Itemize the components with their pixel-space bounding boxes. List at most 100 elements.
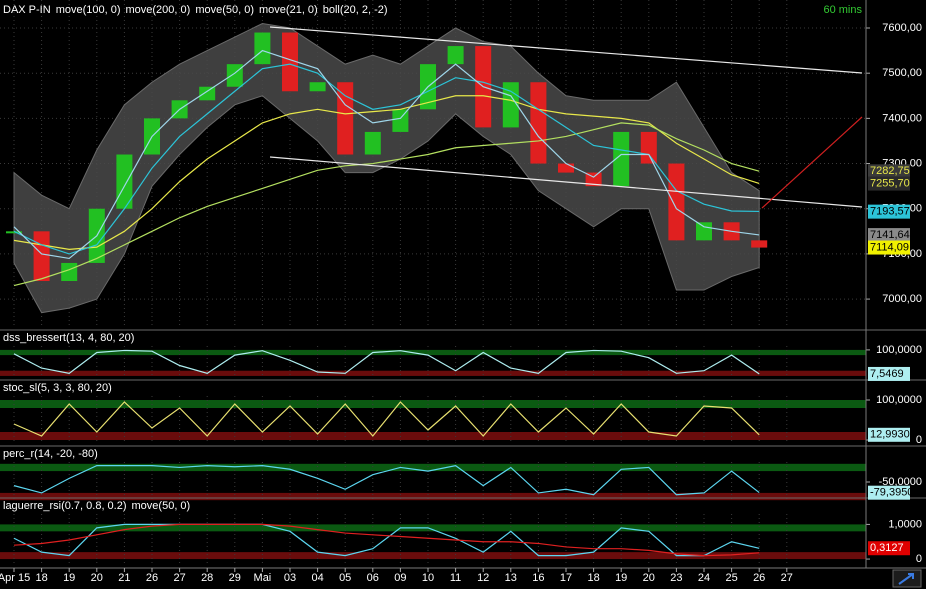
value-badge-label: 7282,75 — [870, 165, 910, 177]
value-badge-label: 7193,57 — [870, 206, 910, 218]
value-badge — [868, 427, 910, 442]
x-tick-label: Apr 15 — [0, 572, 30, 584]
zone — [0, 463, 866, 472]
x-tick-label: 20 — [91, 572, 103, 584]
series-line — [13, 401, 760, 437]
candle — [254, 32, 271, 65]
legend-entry: laguerre_rsi(0.7, 0.8, 0.2) — [3, 500, 127, 512]
x-tick-label: 10 — [422, 572, 434, 584]
y-tick-label: 1,0000 — [888, 518, 922, 530]
legend-entry: move(50, 0) — [195, 4, 254, 16]
candle — [226, 64, 243, 87]
series-line — [13, 63, 760, 255]
candle — [613, 131, 630, 187]
candle — [640, 131, 657, 164]
candle — [282, 32, 298, 92]
x-tick-label: 05 — [339, 572, 351, 584]
panel-title: DAX P-IN move(100, 0) move(200, 0) move(50,… — [3, 4, 388, 16]
x-tick-label: 26 — [146, 572, 158, 584]
candle — [116, 154, 133, 209]
zone — [0, 524, 866, 532]
x-tick-label: 09 — [394, 572, 406, 584]
zone — [0, 400, 866, 408]
x-tick-label: 17 — [560, 572, 572, 584]
series-line — [13, 349, 760, 375]
x-tick-label: 06 — [367, 572, 379, 584]
y-tick-label: 0 — [916, 434, 922, 446]
x-tick-label: Mai — [254, 572, 272, 584]
x-tick-label: 19 — [63, 572, 75, 584]
value-badge — [868, 164, 910, 179]
value-badge — [868, 228, 910, 243]
value-badge-label: 12,9930 — [870, 429, 910, 441]
value-badge-label: 7,5469 — [870, 368, 904, 380]
x-tick-label: 03 — [284, 572, 296, 584]
zone — [0, 492, 866, 501]
y-tick-label: 0 — [916, 553, 922, 565]
x-tick-label: 27 — [173, 572, 185, 584]
panel-title: laguerre_rsi(0.7, 0.8, 0.2) move(50, 0) — [3, 500, 190, 512]
zone — [0, 552, 866, 560]
legend-entry: DAX P-IN — [3, 4, 51, 16]
trend-line — [761, 116, 863, 209]
candle — [530, 82, 547, 164]
y-tick-label: 7000,00 — [882, 293, 922, 305]
x-tick-label: 04 — [311, 572, 323, 584]
zone — [0, 370, 866, 376]
series-line — [13, 523, 760, 557]
x-tick-label: 13 — [505, 572, 517, 584]
x-tick-label: 12 — [477, 572, 489, 584]
x-tick-label: 11 — [450, 572, 461, 584]
x-tick-label: 24 — [698, 572, 710, 584]
series-line — [13, 95, 760, 250]
y-tick-label: 100,0000 — [876, 394, 922, 406]
value-badge — [868, 240, 910, 255]
series-line — [13, 523, 760, 557]
x-tick-label: 20 — [643, 572, 655, 584]
plot-layer — [0, 0, 926, 566]
panel-title: perc_r(14, -20, -80) — [3, 448, 98, 460]
candle — [364, 131, 381, 155]
series-line — [13, 49, 760, 260]
x-tick-label: 21 — [118, 572, 130, 584]
value-badge — [868, 541, 910, 556]
x-tick-label: 25 — [725, 572, 737, 584]
y-tick-label: 7400,00 — [882, 112, 922, 124]
x-tick-label: 27 — [781, 572, 793, 584]
candle — [585, 172, 602, 187]
candle — [6, 231, 22, 234]
series-line — [13, 464, 760, 496]
value-badge — [868, 176, 910, 191]
zone — [0, 349, 866, 356]
legend-entry: move(21, 0) — [259, 4, 318, 16]
legend-entry: move(100, 0) — [56, 4, 121, 16]
candle — [696, 222, 712, 241]
x-tick-label: 16 — [532, 572, 544, 584]
candle — [668, 163, 685, 241]
x-tick-label: 18 — [587, 572, 599, 584]
x-tick-label: 26 — [753, 572, 765, 584]
y-tick-label: 7600,00 — [882, 22, 922, 34]
x-tick-label: 29 — [229, 572, 241, 584]
legend-entry: move(50, 0) — [132, 500, 191, 512]
value-badge — [868, 366, 910, 381]
x-tick-label: 19 — [615, 572, 627, 584]
value-badge — [868, 485, 910, 500]
x-tick-label: 18 — [35, 572, 47, 584]
series-line — [13, 122, 760, 287]
candle — [447, 46, 464, 65]
trend-line — [269, 26, 863, 74]
candle — [199, 86, 216, 101]
legend-entry: perc_r(14, -20, -80) — [3, 448, 98, 460]
legend-entry: stoc_sl(5, 3, 3, 80, 20) — [3, 382, 112, 394]
value-badge-label: 7255,70 — [870, 177, 910, 189]
x-tick-label: 23 — [670, 572, 682, 584]
value-badge-label: 0,3127 — [870, 542, 904, 554]
y-tick-label: -50,0000 — [879, 476, 922, 488]
y-tick-label: 7500,00 — [882, 67, 922, 79]
candle — [751, 240, 768, 248]
y-tick-label: 100,0000 — [876, 344, 922, 356]
candle — [33, 231, 50, 282]
